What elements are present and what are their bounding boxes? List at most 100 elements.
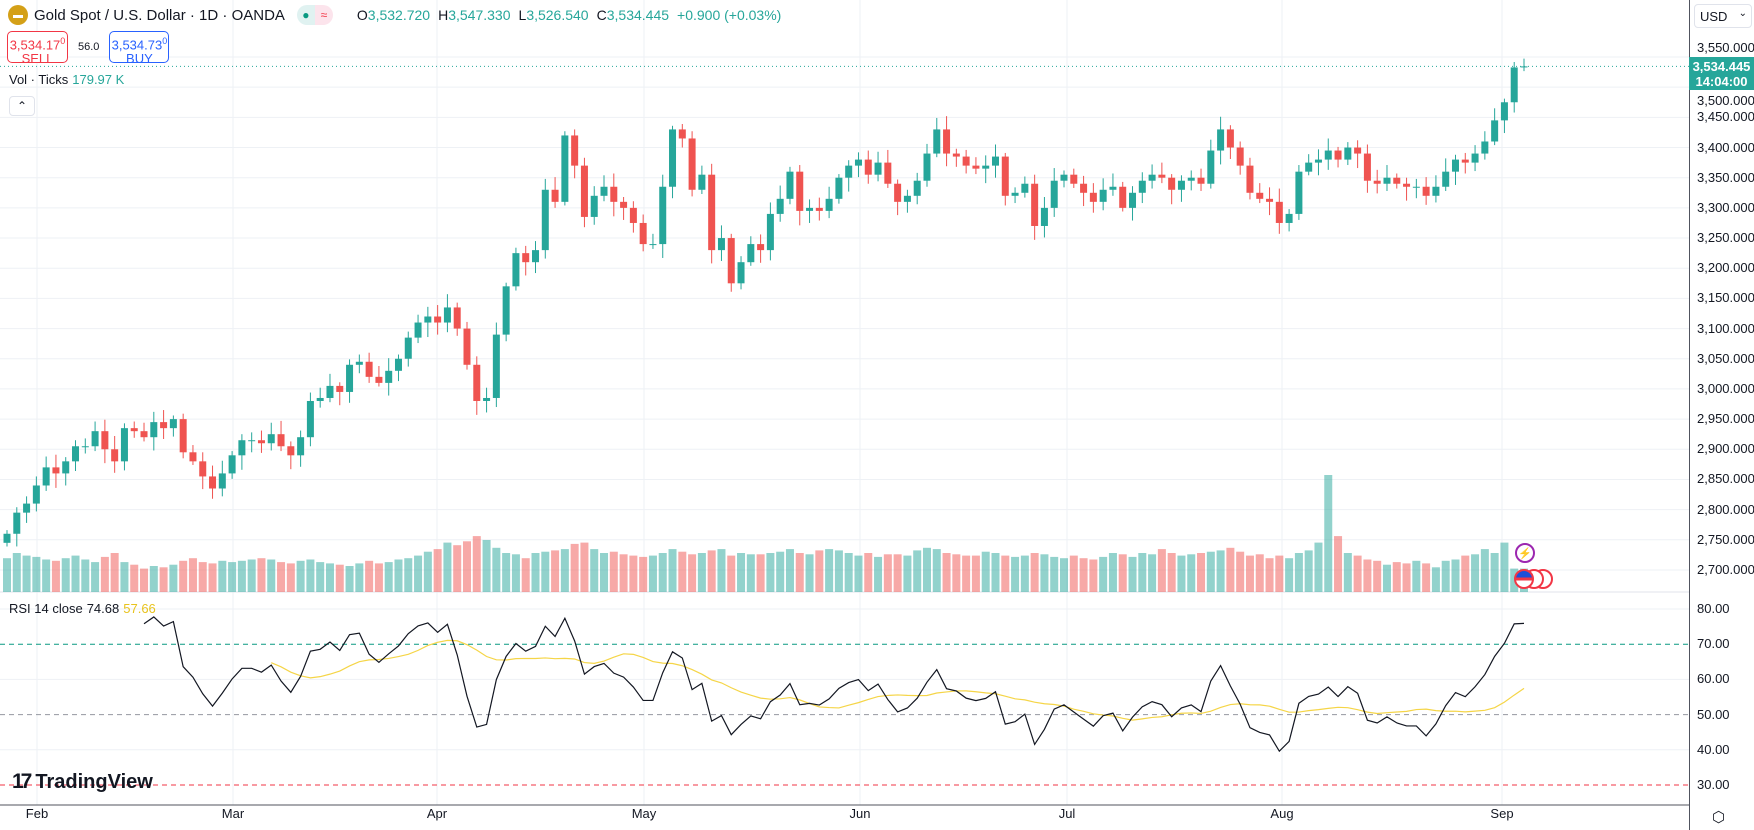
candle-body	[1422, 186, 1430, 196]
volume-bar	[81, 559, 90, 592]
candle-body	[1001, 156, 1009, 196]
currency-select[interactable]: USD ⌄	[1694, 4, 1752, 28]
volume-bar	[746, 554, 755, 592]
volume-bar	[629, 555, 638, 592]
candle-body	[1324, 150, 1332, 160]
candle-body	[160, 422, 168, 429]
symbol-title[interactable]: Gold Spot / U.S. Dollar · 1D · OANDA	[34, 6, 285, 24]
candle-body	[806, 207, 814, 211]
volume-bar	[903, 555, 912, 592]
volume-bar	[560, 549, 569, 592]
candle-body	[463, 328, 471, 365]
volume-bar	[120, 562, 129, 592]
candle-body	[1510, 67, 1518, 103]
candle-body	[1432, 186, 1440, 196]
candle-body	[1295, 171, 1303, 214]
price-tick-label: 2,750.000	[1697, 531, 1754, 547]
volume-bar	[140, 568, 149, 592]
volume-bar	[521, 558, 530, 592]
volume-bar	[942, 553, 951, 592]
settings-icon[interactable]: ⬡	[1712, 809, 1726, 826]
volume-bar	[511, 554, 520, 592]
candle-body	[532, 250, 540, 263]
price-tick-label: 3,050.000	[1697, 350, 1754, 366]
candle-body	[512, 253, 520, 287]
volume-bar	[844, 553, 853, 592]
volume-bar	[3, 558, 11, 592]
candle-body	[522, 253, 530, 263]
market-status[interactable]: ● ≈	[296, 5, 333, 25]
sell-button[interactable]: 3,534.170 SELL	[7, 31, 68, 66]
volume-bar	[335, 564, 344, 592]
candle-body	[120, 428, 128, 462]
candle-body	[659, 186, 667, 245]
volume-bar	[668, 549, 677, 592]
time-tick-label: Apr	[426, 806, 448, 821]
candle-body	[1363, 153, 1371, 181]
us-flag-event-icon[interactable]	[1514, 569, 1534, 589]
volume-bar	[1099, 556, 1108, 592]
volume-bar	[971, 555, 980, 592]
candle-body	[678, 129, 686, 139]
candle-body	[1354, 147, 1362, 154]
volume-bar	[874, 556, 883, 592]
candle-body	[708, 174, 716, 251]
candle-body	[717, 238, 725, 251]
time-tick-label: Sep	[1490, 806, 1514, 821]
volume-bar	[541, 551, 550, 592]
candle-body	[561, 135, 569, 202]
candle-body	[1275, 201, 1283, 223]
volume-bar	[1334, 536, 1343, 592]
price-axis[interactable]: 3,550.000 3,500.000 3,450.000 3,400.000 3,35…	[1689, 0, 1754, 830]
chart-canvas[interactable]	[0, 0, 1689, 830]
volume-bar	[648, 555, 657, 592]
volume-legend[interactable]: Vol · Ticks 179.97 K	[9, 72, 125, 87]
tradingview-logo[interactable]: 17 TradingView	[12, 770, 153, 793]
lightning-event-icon[interactable]: ⚡	[1515, 543, 1535, 563]
candle-body	[747, 244, 755, 263]
candle-body	[639, 222, 647, 245]
candle-body	[669, 129, 677, 187]
candle-body	[1393, 177, 1401, 184]
volume-bar	[296, 560, 305, 592]
volume-bar	[1255, 554, 1264, 592]
candle-body	[1080, 183, 1088, 193]
candle-body	[1461, 159, 1469, 163]
rsi-legend[interactable]: RSI 14 close 74.68 57.66	[9, 601, 156, 616]
candle-body	[1500, 102, 1508, 121]
volume-bar	[100, 556, 109, 592]
volume-bar	[1353, 555, 1362, 592]
candle-body	[3, 533, 11, 543]
candle-body	[571, 135, 579, 166]
time-tick-label: Aug	[1270, 806, 1294, 821]
buy-button[interactable]: 3,534.730 BUY	[109, 31, 170, 66]
rsi-tick-label: 70.00	[1697, 636, 1730, 652]
delayed-data-icon: ≈	[314, 5, 333, 25]
volume-bar	[1431, 567, 1440, 592]
candle-body	[1031, 183, 1039, 226]
volume-bar	[883, 554, 892, 592]
candle-body	[277, 434, 285, 447]
candle-body	[903, 195, 911, 202]
collapse-legend-button[interactable]: ⌃	[9, 96, 35, 116]
candle-body	[101, 431, 109, 450]
volume-bar	[1363, 559, 1372, 592]
volume-bar	[1304, 550, 1313, 592]
volume-bar	[198, 562, 207, 592]
volume-bar	[795, 553, 804, 592]
candle-body	[796, 171, 804, 211]
candle-body	[1451, 159, 1459, 172]
candle-body	[1011, 192, 1019, 196]
candle-body	[982, 165, 990, 169]
volume-bar	[707, 550, 716, 592]
candle-body	[766, 213, 774, 251]
volume-bar	[834, 550, 843, 592]
volume-bar	[1040, 554, 1049, 592]
price-tick-label: 3,250.000	[1697, 230, 1754, 246]
volume-bar	[423, 551, 432, 592]
volume-bar	[110, 553, 119, 592]
price-tick-label: 3,150.000	[1697, 290, 1754, 306]
volume-bar	[472, 536, 481, 592]
candle-body	[1187, 177, 1195, 181]
volume-bar	[1118, 554, 1127, 592]
